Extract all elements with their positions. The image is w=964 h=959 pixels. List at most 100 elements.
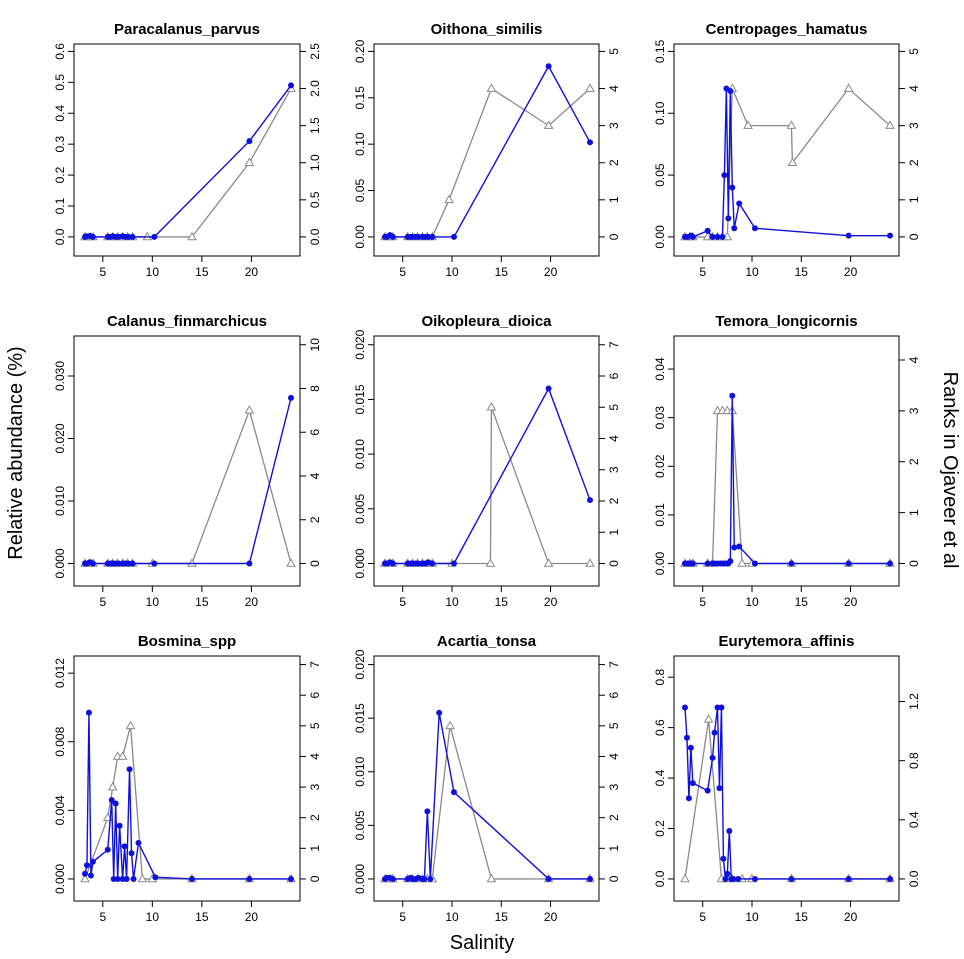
right-y-tick-label: 0: [607, 560, 621, 567]
panel-title: Centropages_hamatus: [706, 21, 868, 38]
panel-title: Oithona_similis: [431, 21, 543, 38]
rank-series-line: [384, 87, 591, 238]
right-y-tick-label: 2: [308, 814, 322, 821]
panel-title: Oikopleura_dioica: [421, 313, 552, 330]
right-y-tick-label: 1: [907, 196, 921, 203]
abundance-point: [725, 215, 732, 222]
right-y-tick-label: 1: [308, 845, 322, 852]
right-y-tick-label: 5: [607, 722, 621, 729]
rank-point: [585, 83, 595, 92]
x-tick-label: 20: [245, 595, 259, 609]
right-y-tick-label: 4: [607, 435, 621, 442]
abundance-point: [151, 560, 158, 567]
abundance-point: [89, 560, 96, 567]
right-y-tick-label: 0: [308, 875, 322, 882]
x-tick-label: 20: [245, 265, 259, 279]
rank-point: [187, 231, 197, 241]
abundance-point: [689, 780, 696, 787]
abundance-point: [845, 232, 852, 239]
abundance-point: [683, 734, 690, 741]
left-y-tick-label: 0.1: [53, 197, 67, 214]
panel-title: Calanus_finmarchicus: [107, 313, 267, 330]
x-tick-label: 5: [99, 265, 106, 279]
x-tick-label: 15: [195, 265, 209, 279]
right-y-tick-label: 4: [308, 753, 322, 760]
panel-title: Eurytemora_affinis: [719, 633, 855, 650]
right-y-tick-label: 1: [907, 509, 921, 516]
left-y-tick-label: 0.3: [53, 136, 67, 153]
panel-title: Bosmina_spp: [138, 633, 236, 650]
rank-point: [543, 120, 554, 129]
plot-frame: [673, 43, 900, 257]
abundance-point: [130, 875, 137, 882]
left-y-tick-label: 0.0: [53, 228, 67, 245]
plot-frame: [373, 335, 600, 587]
x-tick-label: 20: [844, 910, 858, 924]
abundance-point: [424, 808, 431, 815]
panel-title: Paracalanus_parvus: [114, 21, 260, 38]
right-y-tick-label: 1.2: [907, 693, 921, 710]
rank-series-line: [384, 407, 590, 565]
abundance-point: [726, 828, 733, 835]
left-y-tick-label: 0.04: [653, 357, 667, 381]
plot-frame: [673, 655, 900, 902]
left-y-tick-label: 0.05: [653, 163, 667, 187]
abundance-point: [151, 233, 158, 240]
abundance-point: [545, 63, 552, 70]
left-y-tick-label: 0.030: [53, 361, 67, 391]
abundance-point: [727, 87, 734, 94]
x-tick-label: 10: [745, 265, 759, 279]
abundance-point: [718, 704, 725, 711]
abundance-point: [421, 875, 428, 882]
x-tick-label: 15: [495, 910, 509, 924]
abundance-point: [389, 233, 396, 240]
abundance-point: [721, 172, 728, 179]
x-tick-label: 20: [544, 265, 558, 279]
right-y-tick-label: 0: [907, 233, 921, 240]
abundance-point: [112, 800, 119, 807]
x-tick-label: 10: [445, 595, 459, 609]
left-y-tick-label: 0.00: [653, 225, 667, 249]
right-y-tick-label: 2: [308, 516, 322, 523]
abundance-point: [751, 225, 758, 232]
x-axis-title: Salinity: [450, 932, 514, 954]
right-y-tick-label: 4: [907, 356, 921, 363]
abundance-point: [731, 544, 738, 551]
abundance-point: [587, 497, 593, 504]
rank-series-line: [384, 725, 590, 880]
abundance-point: [123, 875, 130, 882]
plot-frame: [73, 335, 301, 587]
right-y-tick-label: 1.5: [308, 117, 322, 134]
left-y-tick-label: 0.0: [653, 870, 667, 887]
right-y-tick-label: 3: [607, 122, 621, 129]
abundance-point: [114, 875, 121, 882]
right-y-tick-label: 0.0: [308, 228, 322, 245]
abundance-point: [545, 875, 552, 882]
abundance-point: [108, 797, 115, 804]
x-tick-label: 10: [445, 910, 459, 924]
left-y-axis-title: Relative abundance (%): [5, 346, 27, 559]
abundance-point: [751, 875, 758, 882]
left-y-tick-label: 0.2: [653, 820, 667, 837]
x-tick-label: 5: [399, 910, 406, 924]
abundance-point: [429, 233, 436, 240]
abundance-point: [689, 560, 696, 567]
left-y-tick-label: 0.010: [53, 486, 67, 516]
x-tick-label: 15: [795, 910, 809, 924]
left-y-tick-label: 0.010: [353, 439, 367, 469]
abundance-point: [246, 138, 253, 145]
abundance-point: [87, 872, 94, 879]
right-y-tick-label: 4: [607, 753, 621, 760]
abundance-series-line: [84, 85, 292, 238]
left-y-tick-label: 0.15: [653, 39, 667, 63]
rank-series-line: [684, 410, 890, 565]
abundance-point: [788, 875, 795, 882]
panel-9: Eurytemora_affinis 5 10 15 20 0.0 0.2 0.4 0.6 0.8…: [653, 633, 921, 924]
right-y-tick-label: 4: [607, 85, 621, 92]
rank-point: [543, 558, 554, 567]
abundance-point: [681, 704, 688, 711]
